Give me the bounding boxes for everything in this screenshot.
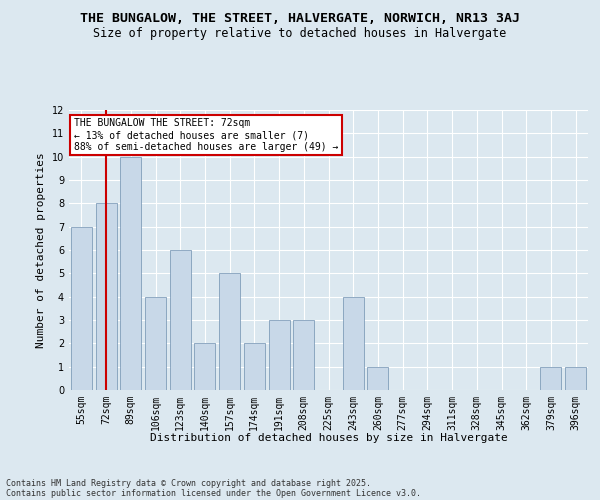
Bar <box>219 274 240 390</box>
X-axis label: Distribution of detached houses by size in Halvergate: Distribution of detached houses by size … <box>149 433 508 443</box>
Bar <box>95 204 116 390</box>
Text: THE BUNGALOW, THE STREET, HALVERGATE, NORWICH, NR13 3AJ: THE BUNGALOW, THE STREET, HALVERGATE, NO… <box>80 12 520 26</box>
Bar <box>194 344 215 390</box>
Bar <box>145 296 166 390</box>
Y-axis label: Number of detached properties: Number of detached properties <box>36 152 46 348</box>
Bar <box>120 156 141 390</box>
Bar <box>367 366 388 390</box>
Bar <box>71 226 92 390</box>
Text: THE BUNGALOW THE STREET: 72sqm
← 13% of detached houses are smaller (7)
88% of s: THE BUNGALOW THE STREET: 72sqm ← 13% of … <box>74 118 338 152</box>
Bar <box>565 366 586 390</box>
Bar <box>343 296 364 390</box>
Bar <box>269 320 290 390</box>
Text: Size of property relative to detached houses in Halvergate: Size of property relative to detached ho… <box>94 28 506 40</box>
Text: Contains public sector information licensed under the Open Government Licence v3: Contains public sector information licen… <box>6 488 421 498</box>
Bar <box>170 250 191 390</box>
Bar <box>541 366 562 390</box>
Text: Contains HM Land Registry data © Crown copyright and database right 2025.: Contains HM Land Registry data © Crown c… <box>6 478 371 488</box>
Bar <box>293 320 314 390</box>
Bar <box>244 344 265 390</box>
